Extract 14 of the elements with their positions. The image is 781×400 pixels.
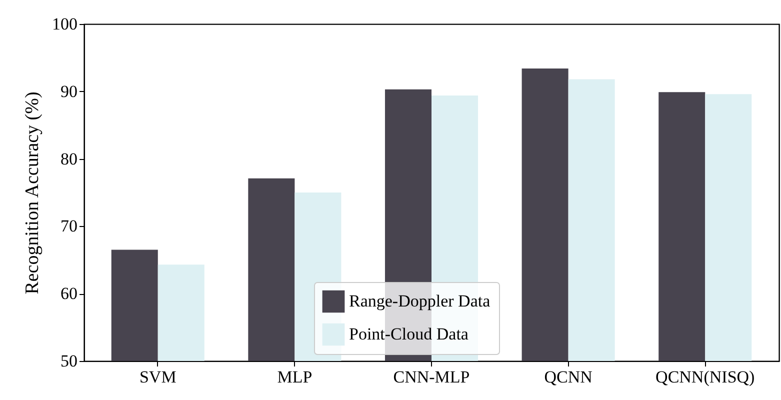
x-tick-label: QCNN [544,368,592,386]
legend-label: Range-Doppler Data [349,292,491,310]
y-tick-label: 80 [60,149,78,168]
x-tick-label: SVM [139,368,176,386]
y-tick-label: 70 [60,216,78,236]
x-tick-label: CNN-MLP [393,368,470,386]
x-tick-label: MLP [277,368,312,386]
y-tick-label: 50 [60,352,78,370]
legend-label: Point-Cloud Data [349,324,469,344]
y-tick-label: 100 [52,14,78,34]
x-tick-label: QCNN(NISQ) [656,368,755,386]
y-axis-title: Recognition Accuracy (%) [22,92,43,294]
y-tick-label: 90 [60,82,78,101]
y-tick-label: 60 [60,284,78,304]
